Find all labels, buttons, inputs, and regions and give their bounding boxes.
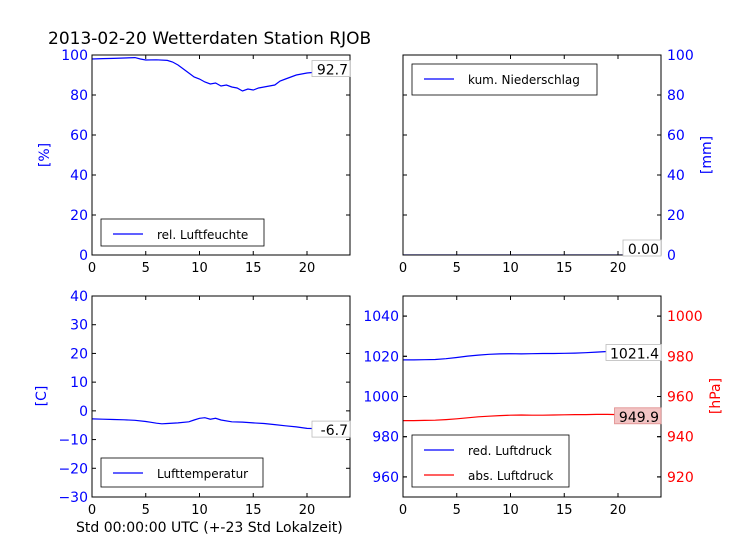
y-tick-label: 980 [372,430,399,446]
legend-label: red. Luftdruck [468,444,552,458]
value-annotation: 1021.4 [610,346,659,362]
value-annotation: 0.00 [628,242,659,258]
value-badge [311,420,351,438]
value-annotation: -6.7 [321,423,348,439]
y-tick-label: −30 [58,490,88,506]
y-tick-label: 40 [70,289,88,305]
y-tick-label: 920 [667,470,694,486]
y-tick-label: 20 [70,208,88,224]
legend-label: abs. Luftdruck [468,469,553,483]
x-tick-label: 20 [299,503,316,518]
x-tick-label: 0 [399,261,407,276]
plot-frame [91,295,351,498]
y-tick-label: 30 [70,318,88,334]
x-tick-label: 15 [556,503,573,518]
y-tick-label: 0 [667,248,676,264]
value-badge [605,344,662,361]
humidity-panel: 0 5 10 15 20 0 20 40 60 80 100 [%] rel. Luftfeuchte 9… [37,48,351,276]
y-tick-label: 980 [667,349,694,365]
value-annotation: 92.7 [317,63,348,79]
y-tick-label: 960 [372,470,399,486]
precipitation-panel: 0 5 10 15 20 0 20 40 60 80 100 [mm] kum. Niederschla… [399,48,715,276]
y-tick-label: 100 [61,48,88,64]
y-tick-label: 20 [70,346,88,362]
x-tick-label: 0 [399,503,407,518]
y-tick-label: 40 [70,168,88,184]
x-tick-label: 20 [610,261,627,276]
legend-box [411,434,570,488]
value-badge [622,239,662,257]
plot-frame [402,54,662,256]
y-tick-label: −10 [58,433,88,449]
x-tick-label: 20 [299,261,316,276]
plot-frame [91,54,351,256]
y-axis-label: [%] [37,143,53,167]
y-tick-label: 60 [667,128,685,144]
legend-label: rel. Luftfeuchte [157,228,248,242]
value-badge [614,407,662,425]
value-annotation: 949.9 [619,410,659,426]
temperature-panel: 0 5 10 15 20 −30 −20 −10 0 10 20 30 40 [C] Lufttempera… [34,289,351,518]
y-tick-label: 940 [667,430,694,446]
x-tick-label: 5 [453,261,461,276]
x-tick-label: 0 [88,503,96,518]
y-tick-label: 0 [79,404,88,420]
y-tick-label: 1020 [363,349,399,365]
y-axis-label: [hPa] [708,378,724,414]
y-tick-label: −20 [58,461,88,477]
y-tick-label: 10 [70,375,88,391]
x-tick-label: 15 [245,261,262,276]
legend-label: kum. Niederschlag [468,73,580,87]
y-tick-label: 20 [667,208,685,224]
x-tick-label: 10 [502,261,519,276]
x-tick-label: 15 [245,503,262,518]
value-badge [311,60,351,77]
y-tick-label: 80 [70,88,88,104]
y-tick-label: 1040 [363,309,399,325]
figure-title: 2013-02-20 Wetterdaten Station RJOB [48,29,371,49]
x-tick-label: 10 [502,503,519,518]
x-tick-label: 10 [191,503,208,518]
x-tick-label: 20 [610,503,627,518]
y-tick-label: 40 [667,168,685,184]
x-tick-label: 5 [453,503,461,518]
x-axis-label: Std 00:00:00 UTC (+-23 Std Lokalzeit) [76,520,343,536]
y-tick-label: 1000 [667,309,703,325]
y-axis-label: [mm] [699,136,715,174]
legend-label: Lufttemperatur [157,467,248,481]
x-tick-label: 0 [88,261,96,276]
y-tick-label: 100 [667,48,694,64]
legend-box [100,218,265,247]
x-tick-label: 5 [142,261,150,276]
y-tick-label: 0 [79,248,88,264]
y-tick-label: 1000 [363,390,399,406]
y-tick-label: 60 [70,128,88,144]
y-tick-label: 80 [667,88,685,104]
series-line-temperature-0 [92,417,350,431]
series-line-humidity-0 [92,56,350,92]
x-tick-label: 10 [191,261,208,276]
x-tick-label: 15 [556,261,573,276]
y-axis-label: [C] [34,386,50,407]
x-tick-label: 5 [142,503,150,518]
pressure-panel: 0 5 10 15 20 960 980 1000 1020 1040 920 940 960 980 10… [363,295,724,518]
y-tick-label: 960 [667,390,694,406]
